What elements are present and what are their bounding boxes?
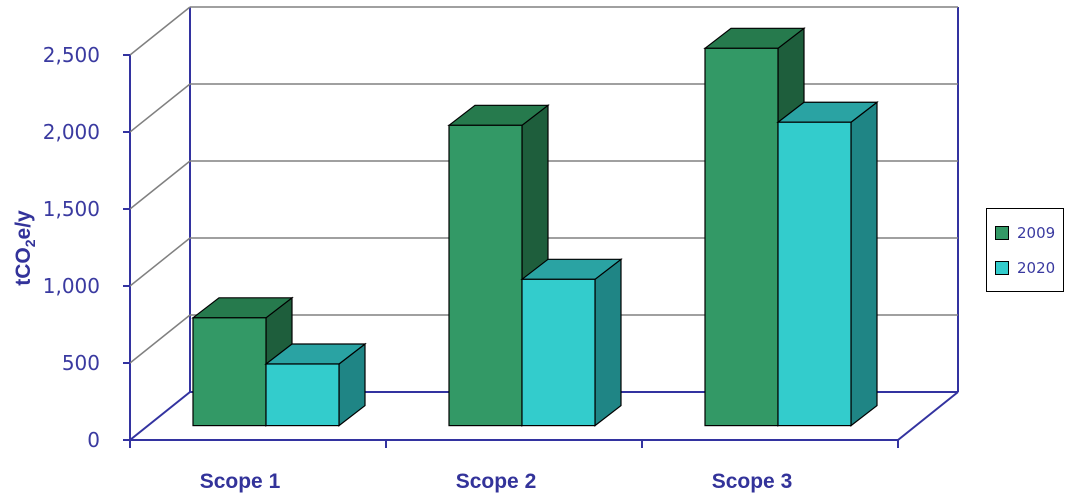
bar-side-face — [850, 101, 878, 427]
bar-front-face — [265, 363, 340, 427]
y-axis-label: tCO2e/y — [12, 210, 38, 286]
y-tick-label: 500 — [62, 351, 100, 375]
bar-scope-2-2020 — [520, 258, 623, 427]
legend-label-2020: 2020 — [1017, 259, 1056, 277]
bar-scope-3-2020 — [776, 101, 879, 427]
legend-item-2009: 2009 — [995, 223, 1055, 243]
gridline-diagonal — [129, 237, 191, 287]
y-axis-label-rest: e/y — [12, 210, 35, 240]
bar-front-face — [777, 121, 852, 427]
bar-front-face — [448, 124, 523, 427]
x-category-label: Scope 1 — [200, 470, 281, 493]
legend-swatch-2020 — [995, 261, 1009, 275]
y-tick-label: 2,000 — [43, 120, 100, 144]
legend: 2009 2020 — [986, 208, 1064, 292]
y-axis-label-sub: 2 — [22, 239, 38, 247]
floor-left-edge — [129, 391, 191, 441]
y-tick-label: 1,500 — [43, 197, 100, 221]
gridline-diagonal — [129, 314, 191, 364]
bar-side-face — [594, 258, 622, 427]
y-tick-label: 0 — [87, 428, 100, 452]
x-category-label: Scope 3 — [712, 470, 793, 493]
y-axis-label-main: tCO — [12, 247, 35, 286]
gridline-diagonal — [129, 83, 191, 133]
bar-front-face — [704, 47, 779, 427]
y-tick-label: 2,500 — [43, 43, 100, 67]
x-category-labels: Scope 1 Scope 2 Scope 3 — [200, 470, 793, 493]
gridline-diagonal — [129, 160, 191, 210]
bar-scope-2-2009 — [447, 104, 550, 427]
y-tick-labels: 0 500 1,000 1,500 2,000 2,500 — [43, 43, 100, 452]
bar-scope-1-2020 — [264, 342, 367, 427]
x-category-label: Scope 2 — [456, 470, 537, 493]
gridline-diagonal — [129, 6, 191, 56]
legend-label-2009: 2009 — [1017, 224, 1056, 242]
floor-right-edge — [897, 391, 959, 441]
bar-front-face — [521, 278, 596, 427]
y-tick-label: 1,000 — [43, 274, 100, 298]
legend-swatch-2009 — [995, 226, 1009, 240]
legend-item-2020: 2020 — [995, 258, 1055, 278]
bars — [191, 27, 879, 427]
bar-front-face — [192, 317, 267, 427]
